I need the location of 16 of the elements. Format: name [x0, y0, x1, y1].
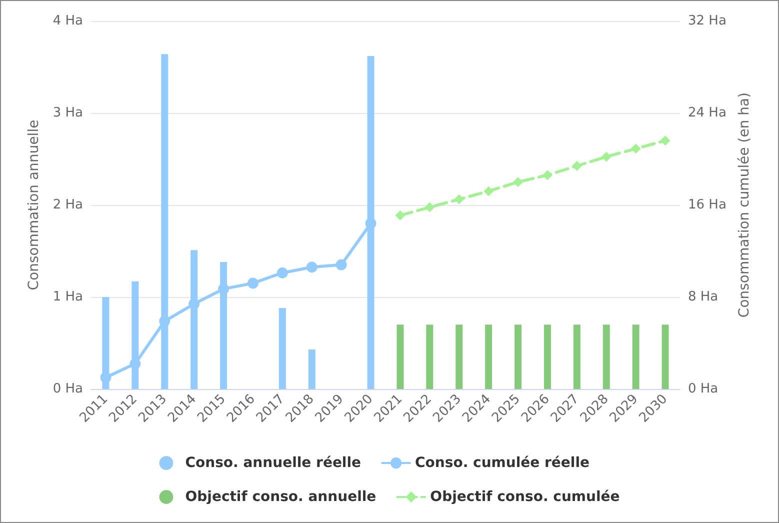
- y-axis-title: Consommation annuelle: [26, 120, 42, 290]
- y-tick-label: 2 Ha: [52, 198, 83, 212]
- legend-label: Objectif conso. annuelle: [185, 489, 376, 505]
- y2-tick-label: 32 Ha: [688, 14, 726, 28]
- legend-label: Objectif conso. cumulée: [430, 489, 620, 505]
- y-tick-label: 1 Ha: [52, 290, 83, 304]
- y2-tick-label: 16 Ha: [688, 198, 726, 212]
- y2-tick-label: 0 Ha: [688, 382, 718, 396]
- legend-label: Conso. cumulée réelle: [415, 455, 590, 471]
- y2-tick-label: 8 Ha: [688, 290, 718, 304]
- y2-tick-label: 24 Ha: [688, 106, 726, 120]
- y-tick-label: 4 Ha: [52, 14, 83, 28]
- y-tick-label: 0 Ha: [52, 382, 83, 396]
- legend-label: Conso. annuelle réelle: [185, 455, 362, 471]
- y2-axis-title: Consommation cumulée (en ha): [736, 92, 752, 318]
- y-tick-label: 3 Ha: [52, 106, 83, 120]
